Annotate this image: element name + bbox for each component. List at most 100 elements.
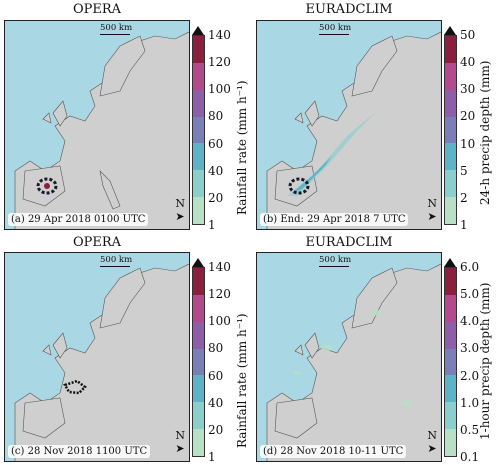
panel-c-title: OPERA [72, 235, 122, 250]
scandinavia [351, 267, 398, 329]
scale-label: 500 km [100, 23, 133, 33]
colorbar-segment [445, 402, 456, 430]
british-isles [42, 100, 68, 127]
british-isles [294, 332, 320, 359]
north-arrow-icon: N ➤ [175, 197, 185, 223]
colorbar-tick-label: 1 [208, 450, 216, 464]
colorbar-tick-label: 50 [460, 28, 476, 42]
light-precip-patches [293, 310, 412, 406]
colorbar-segment [445, 321, 456, 349]
colorbar-c-max-arrow [192, 258, 204, 267]
colorbar-b-max-arrow [444, 26, 456, 35]
rain-cell [36, 177, 58, 195]
colorbar-tick-label: 5 [460, 163, 468, 178]
panel-b-caption: (b) End: 29 Apr 2018 7 UTC [260, 213, 409, 226]
panel-c-caption: (c) 28 Nov 2018 1100 UTC [8, 445, 151, 458]
north-label: N [427, 429, 437, 442]
scale-bar: 500 km [319, 255, 351, 267]
colorbar-segment [445, 143, 456, 171]
north-arrow-icon: N ➤ [427, 197, 437, 223]
colorbar-tick-label: 1 [460, 218, 468, 232]
colorbar-a-max-arrow [192, 26, 204, 35]
panel-b-title: EURADCLIM [305, 2, 393, 17]
europe-map-a [14, 31, 189, 229]
british-isles [42, 332, 68, 359]
iberia [22, 397, 66, 439]
colorbar-tick-label: 20 [460, 109, 476, 124]
colorbar-tick-label: 60 [208, 136, 224, 151]
scale-label: 500 km [100, 255, 133, 265]
colorbar-c [192, 267, 205, 457]
europe-map-b [266, 31, 441, 229]
colorbar-tick-label: 3.0 [460, 341, 480, 356]
colorbar-segment [445, 36, 456, 63]
colorbar-segment [445, 429, 456, 456]
rain-core [44, 183, 50, 189]
scandinavia [99, 267, 146, 329]
colorbar-segment [193, 170, 204, 198]
europe-map-c [14, 263, 189, 461]
colorbar-segment [445, 170, 456, 198]
colorbar-tick-label: 0.1 [460, 450, 480, 464]
rain-cell [288, 177, 310, 195]
colorbar-tick-label: 2.0 [460, 368, 480, 383]
map-panel-c: 500 km N ➤ (c) 28 Nov 2018 1100 UTC [4, 252, 190, 462]
colorbar-tick-label: 80 [208, 341, 224, 356]
colorbar-tick-label: 20 [208, 190, 224, 205]
colorbar-tick-label: 100 [208, 82, 231, 97]
scale-label: 500 km [319, 255, 352, 265]
panel-a-title: OPERA [72, 2, 122, 17]
precip-band [287, 91, 397, 196]
colorbar-segment [445, 89, 456, 117]
colorbar-tick-label: 0.5 [460, 422, 480, 437]
colorbar-segment [193, 402, 204, 430]
map-panel-b: 500 km N ➤ (b) End: 29 Apr 2018 7 UTC [256, 20, 442, 230]
colorbar-segment [193, 321, 204, 349]
colorbar-tick-label: 1.0 [460, 395, 480, 410]
colorbar-tick-label: 120 [208, 55, 231, 70]
colorbar-segment [193, 375, 204, 403]
colorbar-c-label: Rainfall rate (mm h⁻¹) [235, 313, 249, 448]
colorbar-tick-label: 10 [460, 136, 476, 151]
colorbar-tick-label: 4.0 [460, 314, 480, 329]
panel-d-title: EURADCLIM [305, 235, 393, 250]
rain-cluster [63, 379, 87, 395]
colorbar-segment [445, 197, 456, 224]
scale-label: 500 km [319, 23, 352, 33]
colorbar-tick-label: 2 [460, 190, 468, 205]
colorbar-d [444, 267, 457, 457]
colorbar-segment [193, 294, 204, 322]
colorbar-a [192, 35, 205, 225]
colorbar-b-label: 24-h precip depth (mm) [478, 60, 492, 205]
scandinavia [351, 35, 398, 97]
colorbar-d-label: 1-hour precip depth (mm) [478, 282, 492, 440]
colorbar-segment [445, 375, 456, 403]
colorbar-tick-label: 40 [460, 55, 476, 70]
map-panel-d: 500 km N ➤ (d) 28 Nov 2018 10-11 UTC [256, 252, 442, 462]
colorbar-segment [193, 62, 204, 90]
colorbar-segment [193, 268, 204, 295]
colorbar-tick-label: 5.0 [460, 287, 480, 302]
scandinavia [99, 35, 146, 97]
colorbar-segment [445, 268, 456, 295]
colorbar-d-max-arrow [444, 258, 456, 267]
colorbar-tick-label: 80 [208, 109, 224, 124]
colorbar-segment [193, 197, 204, 224]
colorbar-tick-label: 140 [208, 28, 231, 42]
colorbar-segment [193, 348, 204, 376]
colorbar-segment [445, 348, 456, 376]
panel-a-caption: (a) 29 Apr 2018 0100 UTC [8, 213, 149, 226]
colorbar-tick-label: 60 [208, 368, 224, 383]
north-label: N [175, 197, 185, 210]
colorbar-segment [193, 36, 204, 63]
map-panel-a: 500 km N ➤ (a) 29 Apr 2018 0100 UTC [4, 20, 190, 230]
colorbar-segment [193, 143, 204, 171]
colorbar-a-label: Rainfall rate (mm h⁻¹) [235, 80, 249, 215]
north-label: N [175, 429, 185, 442]
colorbar-segment [445, 62, 456, 90]
colorbar-tick-label: 140 [208, 260, 231, 274]
colorbar-tick-label: 20 [208, 422, 224, 437]
british-isles [294, 100, 320, 127]
colorbar-segment [193, 116, 204, 144]
colorbar-tick-label: 6.0 [460, 260, 480, 274]
